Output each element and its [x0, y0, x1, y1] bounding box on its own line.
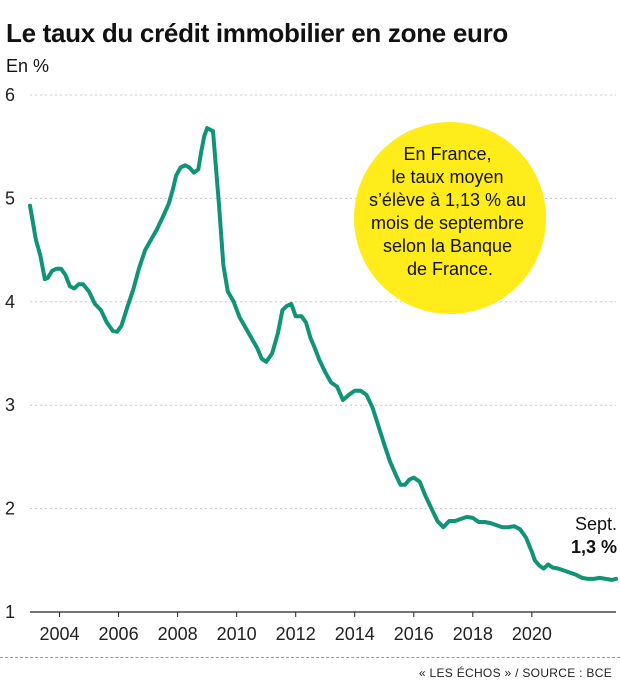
x-tick-label: 2006	[99, 624, 139, 644]
x-tick-label: 2018	[453, 624, 493, 644]
callout: En France, le taux moyen s’élève à 1,13 …	[354, 122, 546, 314]
x-tick-label: 2016	[394, 624, 434, 644]
footer-divider	[0, 657, 620, 658]
callout-line: selon la Banque	[383, 236, 512, 256]
y-tick-label: 3	[5, 395, 15, 415]
x-tick-label: 2014	[335, 624, 375, 644]
unit-label: En %	[6, 56, 50, 76]
x-tick-label: 2004	[39, 624, 79, 644]
x-tick-label: 2020	[512, 624, 552, 644]
x-tick-label: 2008	[158, 624, 198, 644]
callout-line: En France,	[403, 144, 491, 164]
callout-text: En France, le taux moyen s’élève à 1,13 …	[369, 144, 531, 279]
x-tick-label: 2012	[276, 624, 316, 644]
x-tick-label: 2010	[217, 624, 257, 644]
source-credit: « LES ÉCHOS » / SOURCE : BCE	[418, 666, 612, 680]
y-tick-label: 6	[5, 85, 15, 105]
page-title: Le taux du crédit immobilier en zone eur…	[6, 18, 509, 48]
end-label: Sept.	[575, 514, 617, 534]
callout-line: s’élève à 1,13 % au	[369, 190, 526, 210]
y-tick-label: 4	[5, 292, 15, 312]
callout-line: le taux moyen	[391, 167, 503, 187]
gridlines	[30, 94, 616, 613]
end-annotation: Sept. 1,3 %	[571, 514, 617, 557]
y-tick-label: 2	[5, 499, 15, 519]
callout-bubble	[354, 122, 546, 314]
callout-line: de France.	[407, 259, 493, 279]
end-value: 1,3 %	[571, 537, 617, 557]
callout-line: mois de septembre	[371, 213, 524, 233]
y-axis: 1 2 3 4 5 6	[5, 85, 15, 622]
series-line	[28, 126, 618, 582]
series	[28, 126, 618, 582]
y-tick-label: 5	[5, 188, 15, 208]
x-axis: 2004 2006 2008 2010 2012 2014 2016 2018 2020	[39, 612, 552, 644]
y-tick-label: 1	[5, 602, 15, 622]
